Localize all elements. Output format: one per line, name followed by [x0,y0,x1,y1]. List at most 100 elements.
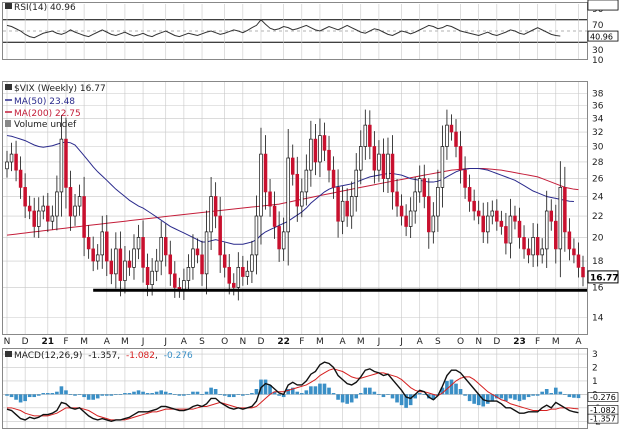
rsi-tick-label: 10 [592,56,604,66]
price-tick-label: 28 [592,158,604,168]
macd-hist-bar [572,394,576,398]
candle-body [159,237,163,262]
macd-hist-bar [127,393,132,395]
macd-hist-bar [309,386,313,395]
ma200-value-tag [587,0,619,11]
macd-tick-label: 1 [592,377,598,387]
macd-hist-bar [245,394,250,395]
candle-body [14,153,18,171]
macd-hist-bar [399,394,404,406]
macd-hist-bar [299,393,304,395]
candle-body [281,231,286,250]
macd-hist-bar [508,394,513,399]
price-panel-frame [2,81,588,335]
candle-body [576,254,581,268]
month-label: D [258,337,265,347]
macd-hist-bar [413,394,418,399]
candle-body [145,267,150,286]
macd-hist-bar [82,394,86,398]
macd-hist-bar [363,387,368,395]
month-label: N [475,337,482,347]
candle-body [563,187,567,233]
macd-hist-bar [18,394,23,403]
macd-hist-bar [535,394,540,396]
macd-hist-bar [168,393,173,395]
rsi-value-tag-text: 40.96 [590,33,613,42]
macd-legend-macd: -1.357 [88,351,117,361]
macd-signal-tag-text: -1.082 [590,406,616,415]
candle-body [154,260,159,272]
macd-hist-bar [118,394,123,395]
price-tick-label: 16 [592,283,604,293]
candle-body [526,248,531,256]
candle-body [472,200,476,212]
price-tick-label: 38 [592,90,604,100]
candle-body [41,205,46,212]
macd-legend-text: MACD(12,26,9) -1.357, -1.082, -0.276 [14,351,193,361]
month-label: D [493,337,500,347]
price-tick-label: 30 [592,143,604,153]
candle-body [222,254,227,268]
macd-hist-bar [408,394,413,406]
candle-body [100,231,105,256]
candle-body [504,226,508,244]
macd-hist-tag [587,392,619,402]
macd-hist-bar [372,391,377,395]
candle-body [168,254,173,275]
candle-body [163,237,168,256]
macd-hist-bar [531,394,535,396]
macd-hist-bar [145,393,150,395]
price-legend-icon [5,84,12,90]
candle-body [18,169,23,188]
macd-hist-bar [449,379,454,395]
macd-hist-bar [14,394,18,400]
candle-body [213,196,218,217]
macd-hist-bar [236,394,241,395]
month-label: A [417,337,424,347]
macd-hist-bar [499,394,504,399]
macd-hist-bar [313,386,318,395]
macd-hist-bar [59,386,64,395]
candle-body [540,248,544,256]
macd-hist-bar [77,394,82,395]
month-label: M [80,337,88,347]
ma50-layer [6,135,574,245]
price-tick-label: 22 [592,212,603,222]
macd-hist-bar [27,394,32,398]
month-label: N [4,337,11,347]
macd-tick-label: 2 [592,363,598,373]
candle-body [381,153,386,179]
macd-hist-bar [553,387,558,395]
macd-hist-bar [50,393,55,395]
candle-body [136,237,141,250]
candle-body [250,254,254,272]
rsi-value-tag [587,30,619,42]
candle-body [349,196,354,217]
macd-hist-bar [472,394,476,404]
candle-body [46,205,50,222]
macd-hist-bar [241,394,245,396]
candle-body [9,153,14,163]
candle-body [359,146,363,171]
macd-hist-bar [354,394,359,399]
candle-body [386,153,390,179]
candle-body [132,248,136,268]
month-label: D [22,337,29,347]
month-label: A [575,337,582,347]
candle-body [427,196,431,233]
price-tick-label: 36 [592,102,604,112]
candle-body [467,187,472,202]
price-tick-label: 18 [592,257,604,267]
macd-hist-bar [563,394,567,395]
candle-body [227,267,231,284]
candle-body [32,210,36,227]
macd-hist-bar [154,391,159,395]
macd-hist-bar [136,390,141,395]
candle-body [50,215,55,222]
macd-hist-bar [495,394,499,399]
price-tick-label: 26 [592,175,604,185]
candle-body [322,135,327,151]
rsi-tick-label: 70 [592,21,604,31]
candle-body [295,173,300,207]
macd-hist-bar [576,394,581,399]
